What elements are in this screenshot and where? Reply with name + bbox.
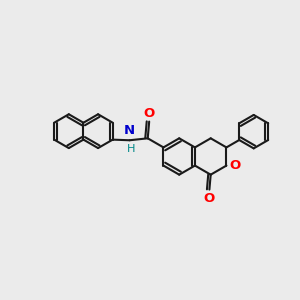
Text: O: O	[229, 159, 240, 172]
Text: O: O	[204, 191, 215, 205]
Text: H: H	[127, 145, 136, 154]
Text: N: N	[124, 124, 135, 137]
Text: O: O	[144, 106, 155, 120]
